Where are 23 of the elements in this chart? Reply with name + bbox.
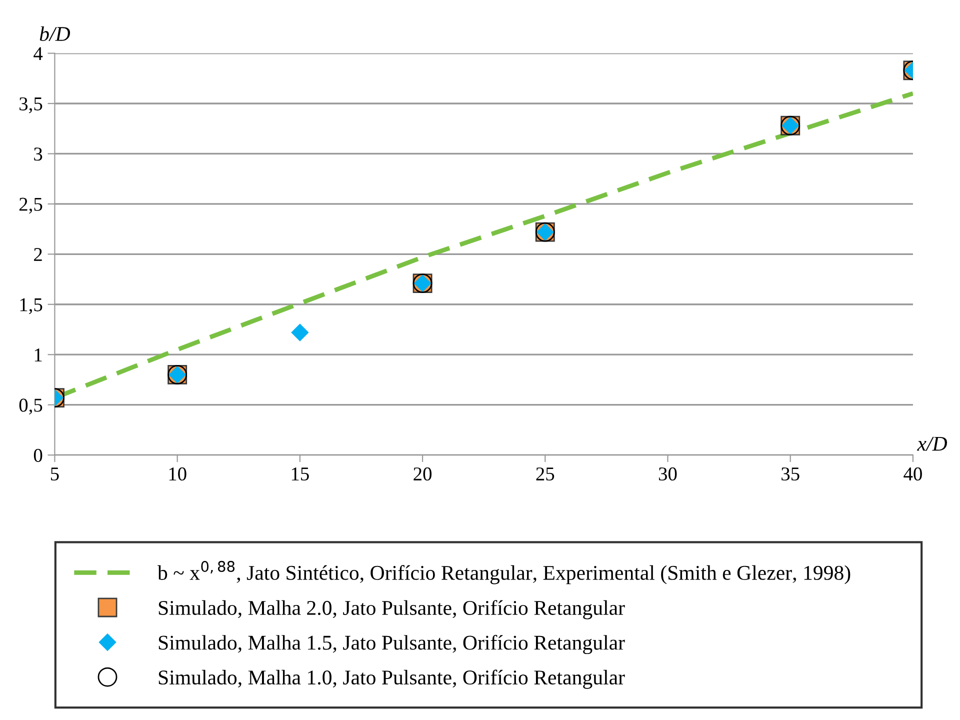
x-tick-label: 25: [536, 467, 554, 481]
legend-label: Simulado, Malha 1.5, Jato Pulsante, Orifício Retangular: [158, 634, 625, 654]
y-tick-label: 3: [34, 148, 42, 161]
x-tick-label: 35: [782, 467, 800, 481]
x-tick-label: 30: [658, 467, 677, 481]
y-tick-label: 1,5: [20, 298, 42, 314]
x-tick-label: 40: [904, 467, 922, 481]
y-tick-label: 4: [34, 47, 43, 60]
y-axis-title: b/D: [40, 26, 70, 42]
y-tick-label: 2,5: [19, 198, 42, 214]
x-tick-label: 10: [169, 467, 186, 481]
y-tick-label: 3,5: [20, 97, 42, 114]
y-tick-label: 1: [34, 348, 42, 362]
y-tick-label: 0,5: [19, 398, 42, 415]
y-tick-label: 0: [34, 448, 42, 462]
x-axis-title: x/D: [916, 436, 948, 451]
x-tick-label: 5: [50, 468, 59, 481]
y-tick-label: 2: [34, 248, 42, 261]
legend-label: Simulado, Malha 2.0, Jato Pulsante, Orifício Retangular: [158, 600, 625, 620]
x-tick-label: 20: [414, 467, 432, 481]
legend-label: b ~ x$^{0,88}$, Jato Sintético, Orifício Retangular, Experimental (Smith e Glezer, 1998): [158, 560, 850, 584]
legend-label: Simulado, Malha 1.0, Jato Pulsante, Orifício Retangular: [158, 670, 625, 689]
x-tick-label: 15: [292, 468, 309, 481]
